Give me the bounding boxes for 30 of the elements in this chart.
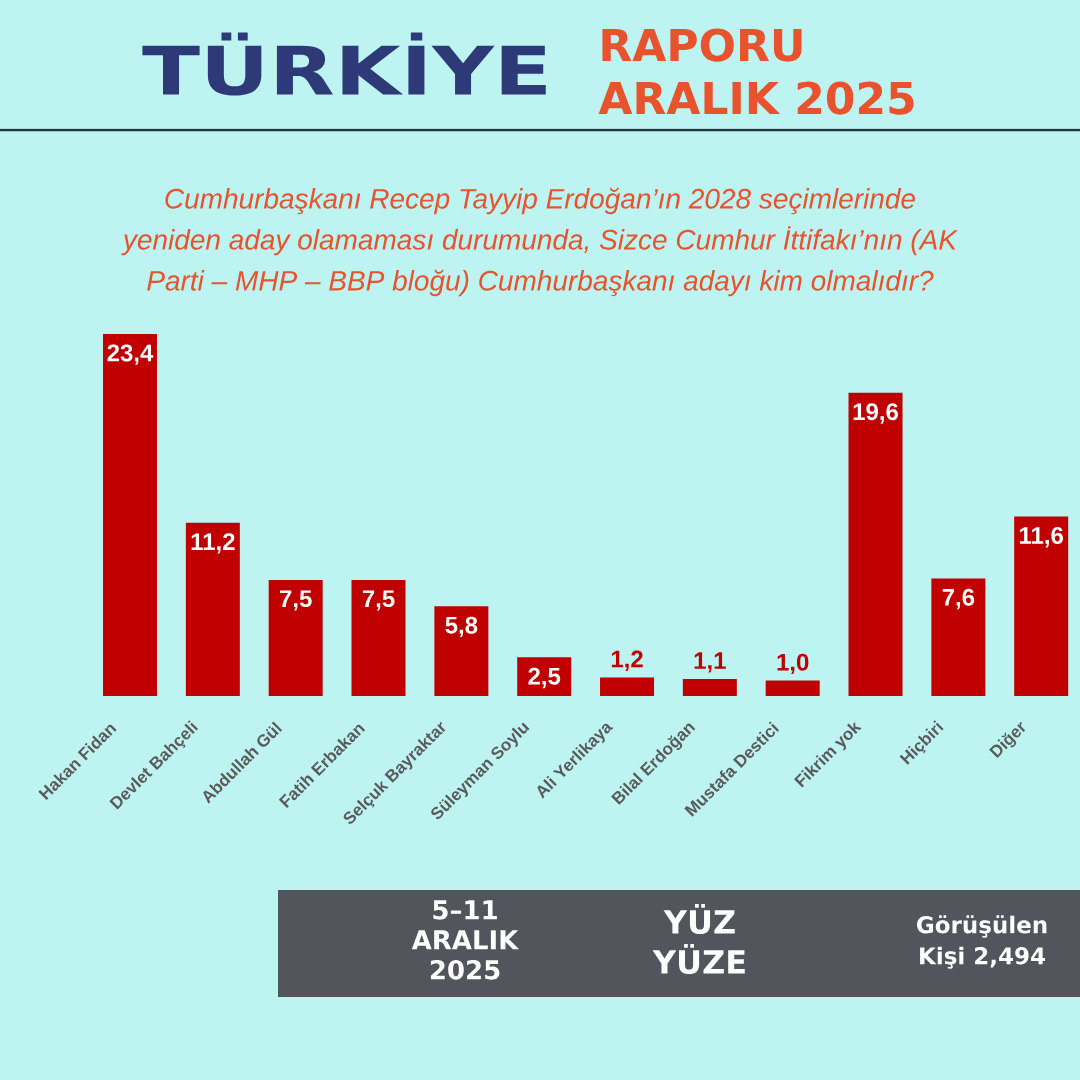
data-label: 1,0 xyxy=(777,653,809,675)
bar xyxy=(185,522,240,696)
data-label: 7,5 xyxy=(362,590,395,611)
bar xyxy=(517,657,572,696)
bar xyxy=(765,680,820,696)
bar xyxy=(351,579,406,696)
data-label: 1,1 xyxy=(694,652,726,673)
bar xyxy=(848,392,903,696)
bar xyxy=(103,333,158,696)
data-label: 7,5 xyxy=(280,590,312,611)
data-label: 11,2 xyxy=(191,533,235,554)
bar xyxy=(600,677,655,696)
text: 5–11 ARALIK 2025 xyxy=(411,900,520,980)
bar xyxy=(434,606,489,696)
bar xyxy=(931,578,986,696)
data-label: 2,5 xyxy=(528,667,561,689)
text: Görüşülen Kişi 2,494 xyxy=(917,915,1047,969)
bar xyxy=(268,579,323,696)
chart-title: Cumhurbaşkanı Recep Tayyip Erdoğan’ın 2028 seçimlerinde yeniden aday olamaması durumunda, Sizce Cumhur İttifakı’nın (AK Parti – MHP – BBP bloğu) Cumhurbaşkanı adayı kim olmalıdır? xyxy=(121,187,958,297)
bar xyxy=(682,678,737,696)
data-label: 5,8 xyxy=(445,616,478,638)
data-label: 7,6 xyxy=(942,588,975,610)
text: RAPORU ARALIK 2025 xyxy=(598,28,914,115)
text: TÜRKİYE xyxy=(142,32,546,96)
data-label: 1,2 xyxy=(611,650,643,672)
data-label: 23,4 xyxy=(107,344,154,365)
text: YÜZ YÜZE xyxy=(652,903,745,975)
data-label: 11,6 xyxy=(1020,526,1064,548)
bar xyxy=(1014,516,1069,696)
data-label: 19,6 xyxy=(853,403,899,424)
